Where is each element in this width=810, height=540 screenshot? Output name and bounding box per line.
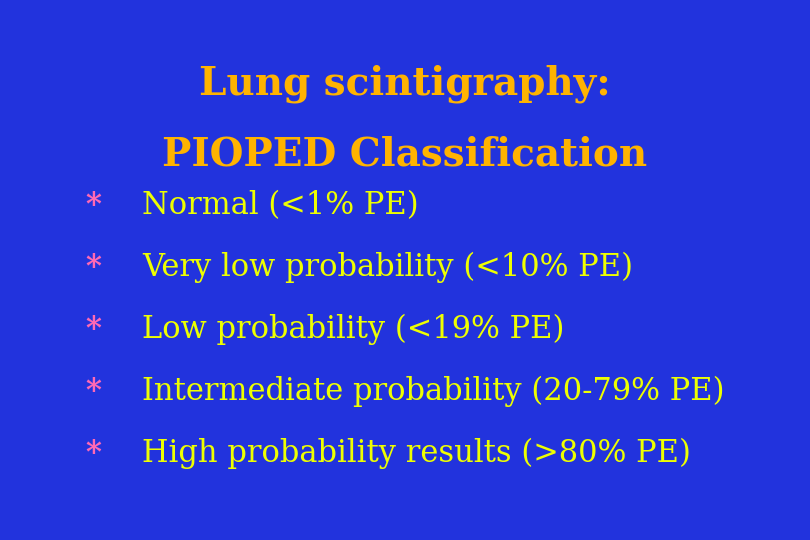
Text: Normal (<1% PE): Normal (<1% PE) [142, 190, 419, 221]
Text: Very low probability (<10% PE): Very low probability (<10% PE) [142, 252, 633, 283]
Text: Intermediate probability (20-79% PE): Intermediate probability (20-79% PE) [142, 376, 724, 407]
Text: *: * [85, 190, 101, 221]
Text: High probability results (>80% PE): High probability results (>80% PE) [142, 438, 691, 469]
Text: *: * [85, 376, 101, 407]
Text: Lung scintigraphy:: Lung scintigraphy: [199, 65, 611, 103]
Text: *: * [85, 252, 101, 283]
Text: PIOPED Classification: PIOPED Classification [163, 135, 647, 173]
Text: Low probability (<19% PE): Low probability (<19% PE) [142, 314, 564, 345]
Text: *: * [85, 438, 101, 469]
Text: *: * [85, 314, 101, 345]
